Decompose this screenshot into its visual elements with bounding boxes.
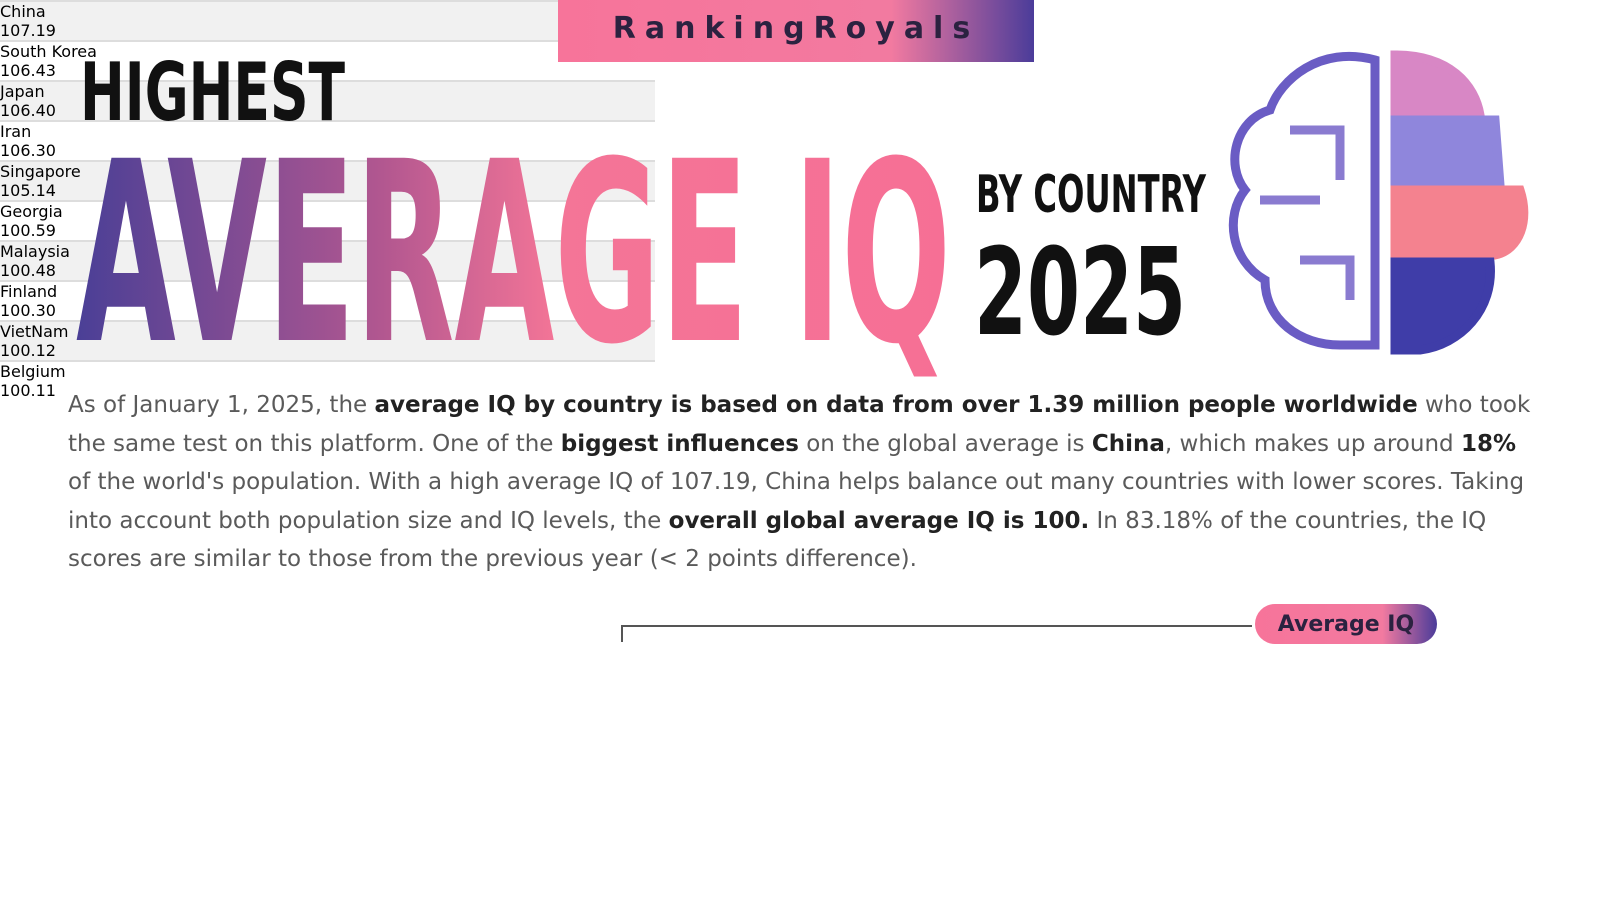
intro-text: , which makes up around bbox=[1164, 430, 1461, 457]
table-row: VietNam 100.12 bbox=[0, 320, 655, 360]
table-row: Iran 106.30 bbox=[0, 120, 655, 160]
column-label: Average IQ bbox=[1278, 612, 1414, 637]
by-country: BY COUNTRY bbox=[976, 165, 1207, 225]
brand: RankingRoyals bbox=[613, 11, 979, 46]
intro-text: biggest influences bbox=[560, 430, 799, 457]
intro-text: 18% bbox=[1460, 430, 1516, 457]
country-name: Japan bbox=[0, 82, 45, 101]
table-row: Japan 106.40 bbox=[0, 80, 655, 120]
table-row: South Korea 106.43 bbox=[0, 40, 655, 80]
iq-value: 100.30 bbox=[0, 301, 56, 320]
intro-text: who took the same test on this platform.… bbox=[68, 392, 1531, 457]
table: China 107.19 South Korea 106.43 Japan 106.40 I… bbox=[0, 0, 1600, 400]
country-name: Finland bbox=[0, 282, 58, 301]
intro-text: In 83.18% of the countries, the IQ score… bbox=[68, 507, 1487, 573]
highest: HIGHEST bbox=[80, 46, 345, 139]
iq-value: 100.48 bbox=[0, 261, 56, 280]
flag bbox=[0, 240, 655, 242]
intro-text: of the world's population. With a high a… bbox=[68, 469, 1525, 534]
iq-value: 100.11 bbox=[0, 381, 56, 400]
iq-value: 100.59 bbox=[0, 221, 56, 240]
iq-value: 106.30 bbox=[0, 141, 56, 160]
title: AVERAGE IQ bbox=[76, 108, 951, 399]
table-row: Malaysia 100.48 bbox=[0, 240, 655, 280]
country-name: VietNam bbox=[0, 322, 69, 341]
intro-text: overall global average IQ is 100. bbox=[668, 507, 1090, 534]
table-row: Singapore 105.14 bbox=[0, 160, 655, 200]
intro-text: China bbox=[1091, 430, 1165, 457]
flag bbox=[0, 200, 655, 202]
intro: As of January 1, 2025, the average IQ by… bbox=[68, 386, 1538, 579]
country-name: South Korea bbox=[0, 42, 97, 61]
flag bbox=[0, 120, 655, 122]
iq-value: 107.19 bbox=[0, 21, 56, 40]
country-name: Georgia bbox=[0, 202, 63, 221]
country-name: Iran bbox=[0, 122, 32, 141]
table-row: Georgia 100.59 bbox=[0, 200, 655, 240]
iq-value: 106.40 bbox=[0, 101, 56, 120]
intro-text: on the global average is bbox=[798, 430, 1092, 457]
iq-value: 100.12 bbox=[0, 341, 56, 360]
table-row: China 107.19 bbox=[0, 0, 655, 40]
column-pill bbox=[1255, 604, 1437, 644]
table-row: Belgium 100.11 bbox=[0, 360, 655, 400]
brain-icon bbox=[1228, 50, 1529, 355]
year: 2025 bbox=[974, 224, 1186, 363]
connector bbox=[621, 625, 1252, 642]
flag bbox=[0, 360, 655, 362]
iq-value: 105.14 bbox=[0, 181, 56, 200]
country-name: Singapore bbox=[0, 162, 81, 181]
iq-value: 106.43 bbox=[0, 61, 56, 80]
country-name: China bbox=[0, 2, 46, 21]
flag bbox=[0, 160, 655, 162]
flag bbox=[0, 280, 655, 282]
country-name: Malaysia bbox=[0, 242, 70, 261]
intro-text: As of January 1, 2025, the bbox=[68, 392, 375, 418]
intro-text: average IQ by country is based on data f… bbox=[374, 392, 1418, 418]
brand-pill bbox=[558, 0, 1034, 62]
flag bbox=[0, 320, 655, 322]
country-name: Belgium bbox=[0, 362, 66, 381]
flag bbox=[0, 80, 655, 82]
table-row: Finland 100.30 bbox=[0, 280, 655, 320]
